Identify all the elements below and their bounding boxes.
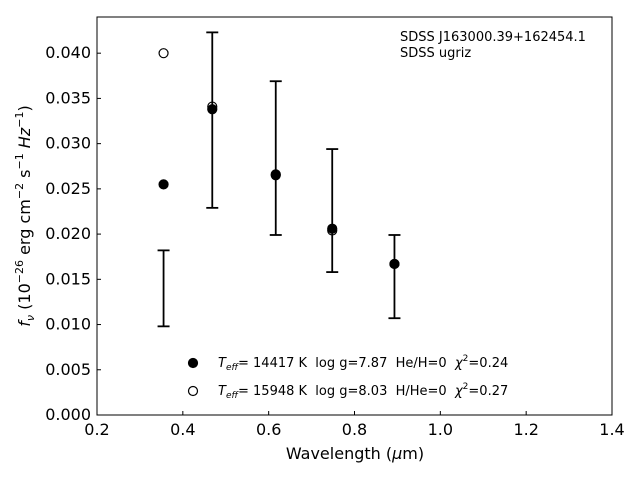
y-tick-label: 0.010 bbox=[45, 315, 91, 334]
legend-entry-model-1: Teff= 14417 K log g=7.87 He/H=0 χ2=0.24 bbox=[218, 354, 508, 373]
x-tick-label: 1.4 bbox=[599, 420, 624, 439]
model-point-filled bbox=[207, 104, 218, 115]
error-bar bbox=[157, 249, 170, 328]
x-tick-label: 0.4 bbox=[170, 420, 195, 439]
plot-frame bbox=[96, 16, 613, 416]
model-point-open bbox=[158, 48, 169, 59]
legend: Teff= 14417 K log g=7.87 He/H=0 χ2=0.24 … bbox=[187, 354, 508, 401]
y-tick-label: 0.030 bbox=[45, 134, 91, 153]
y-tick-label: 0.035 bbox=[45, 88, 91, 107]
model-point-filled bbox=[158, 179, 169, 190]
x-tick-label: 1.2 bbox=[513, 420, 538, 439]
model-point-open bbox=[327, 225, 338, 236]
legend-marker-open bbox=[187, 385, 199, 397]
legend-marker-filled bbox=[187, 357, 199, 369]
error-bars bbox=[157, 31, 401, 328]
y-tick-label: 0.000 bbox=[45, 405, 91, 424]
error-bar bbox=[269, 80, 282, 236]
axis-tick-labels: 0.2 0.4 0.6 0.8 1.0 1.2 1.4 0.000 0.005 0.010 0.01… bbox=[45, 43, 625, 439]
x-tick-label: 0.6 bbox=[256, 420, 281, 439]
axis-ticks bbox=[96, 52, 613, 416]
x-tick-label: 0.8 bbox=[342, 420, 367, 439]
y-tick-label: 0.020 bbox=[45, 224, 91, 243]
model-point-open bbox=[207, 101, 218, 112]
y-axis-title: fν (10−26 erg cm−2 s−1 Hz−1) bbox=[13, 105, 37, 326]
y-tick-label: 0.040 bbox=[45, 43, 91, 62]
data-points bbox=[158, 48, 400, 270]
error-bar bbox=[206, 31, 219, 209]
x-axis-title: Wavelength (μm) bbox=[286, 444, 424, 463]
y-tick-label: 0.005 bbox=[45, 360, 91, 379]
x-tick-label: 0.2 bbox=[84, 420, 109, 439]
model-point-open bbox=[389, 258, 400, 270]
legend-entry-model-2: Teff= 15948 K log g=8.03 H/He=0 χ2=0.27 bbox=[218, 382, 508, 401]
error-bar bbox=[326, 148, 339, 273]
x-tick-label: 1.0 bbox=[428, 420, 453, 439]
annotation-filter-set: SDSS ugriz bbox=[400, 46, 471, 61]
model-point-open bbox=[270, 169, 281, 180]
y-tick-label: 0.025 bbox=[45, 179, 91, 198]
y-tick-label: 0.015 bbox=[45, 269, 91, 288]
annotation-object-name: SDSS J163000.39+162454.1 bbox=[400, 30, 586, 45]
error-bar bbox=[388, 234, 401, 320]
